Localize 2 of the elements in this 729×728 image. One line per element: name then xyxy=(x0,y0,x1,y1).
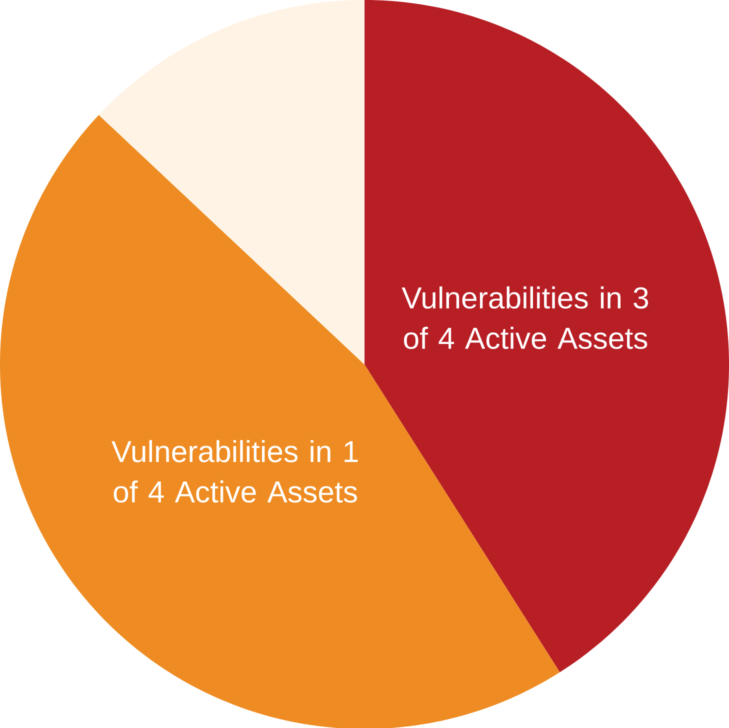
slice-label: Vulnerabilities in 3 of 4 Active Assets xyxy=(402,286,648,350)
slice-label: Vulnerabilities in 1 of 4 Active Assets xyxy=(112,440,358,503)
